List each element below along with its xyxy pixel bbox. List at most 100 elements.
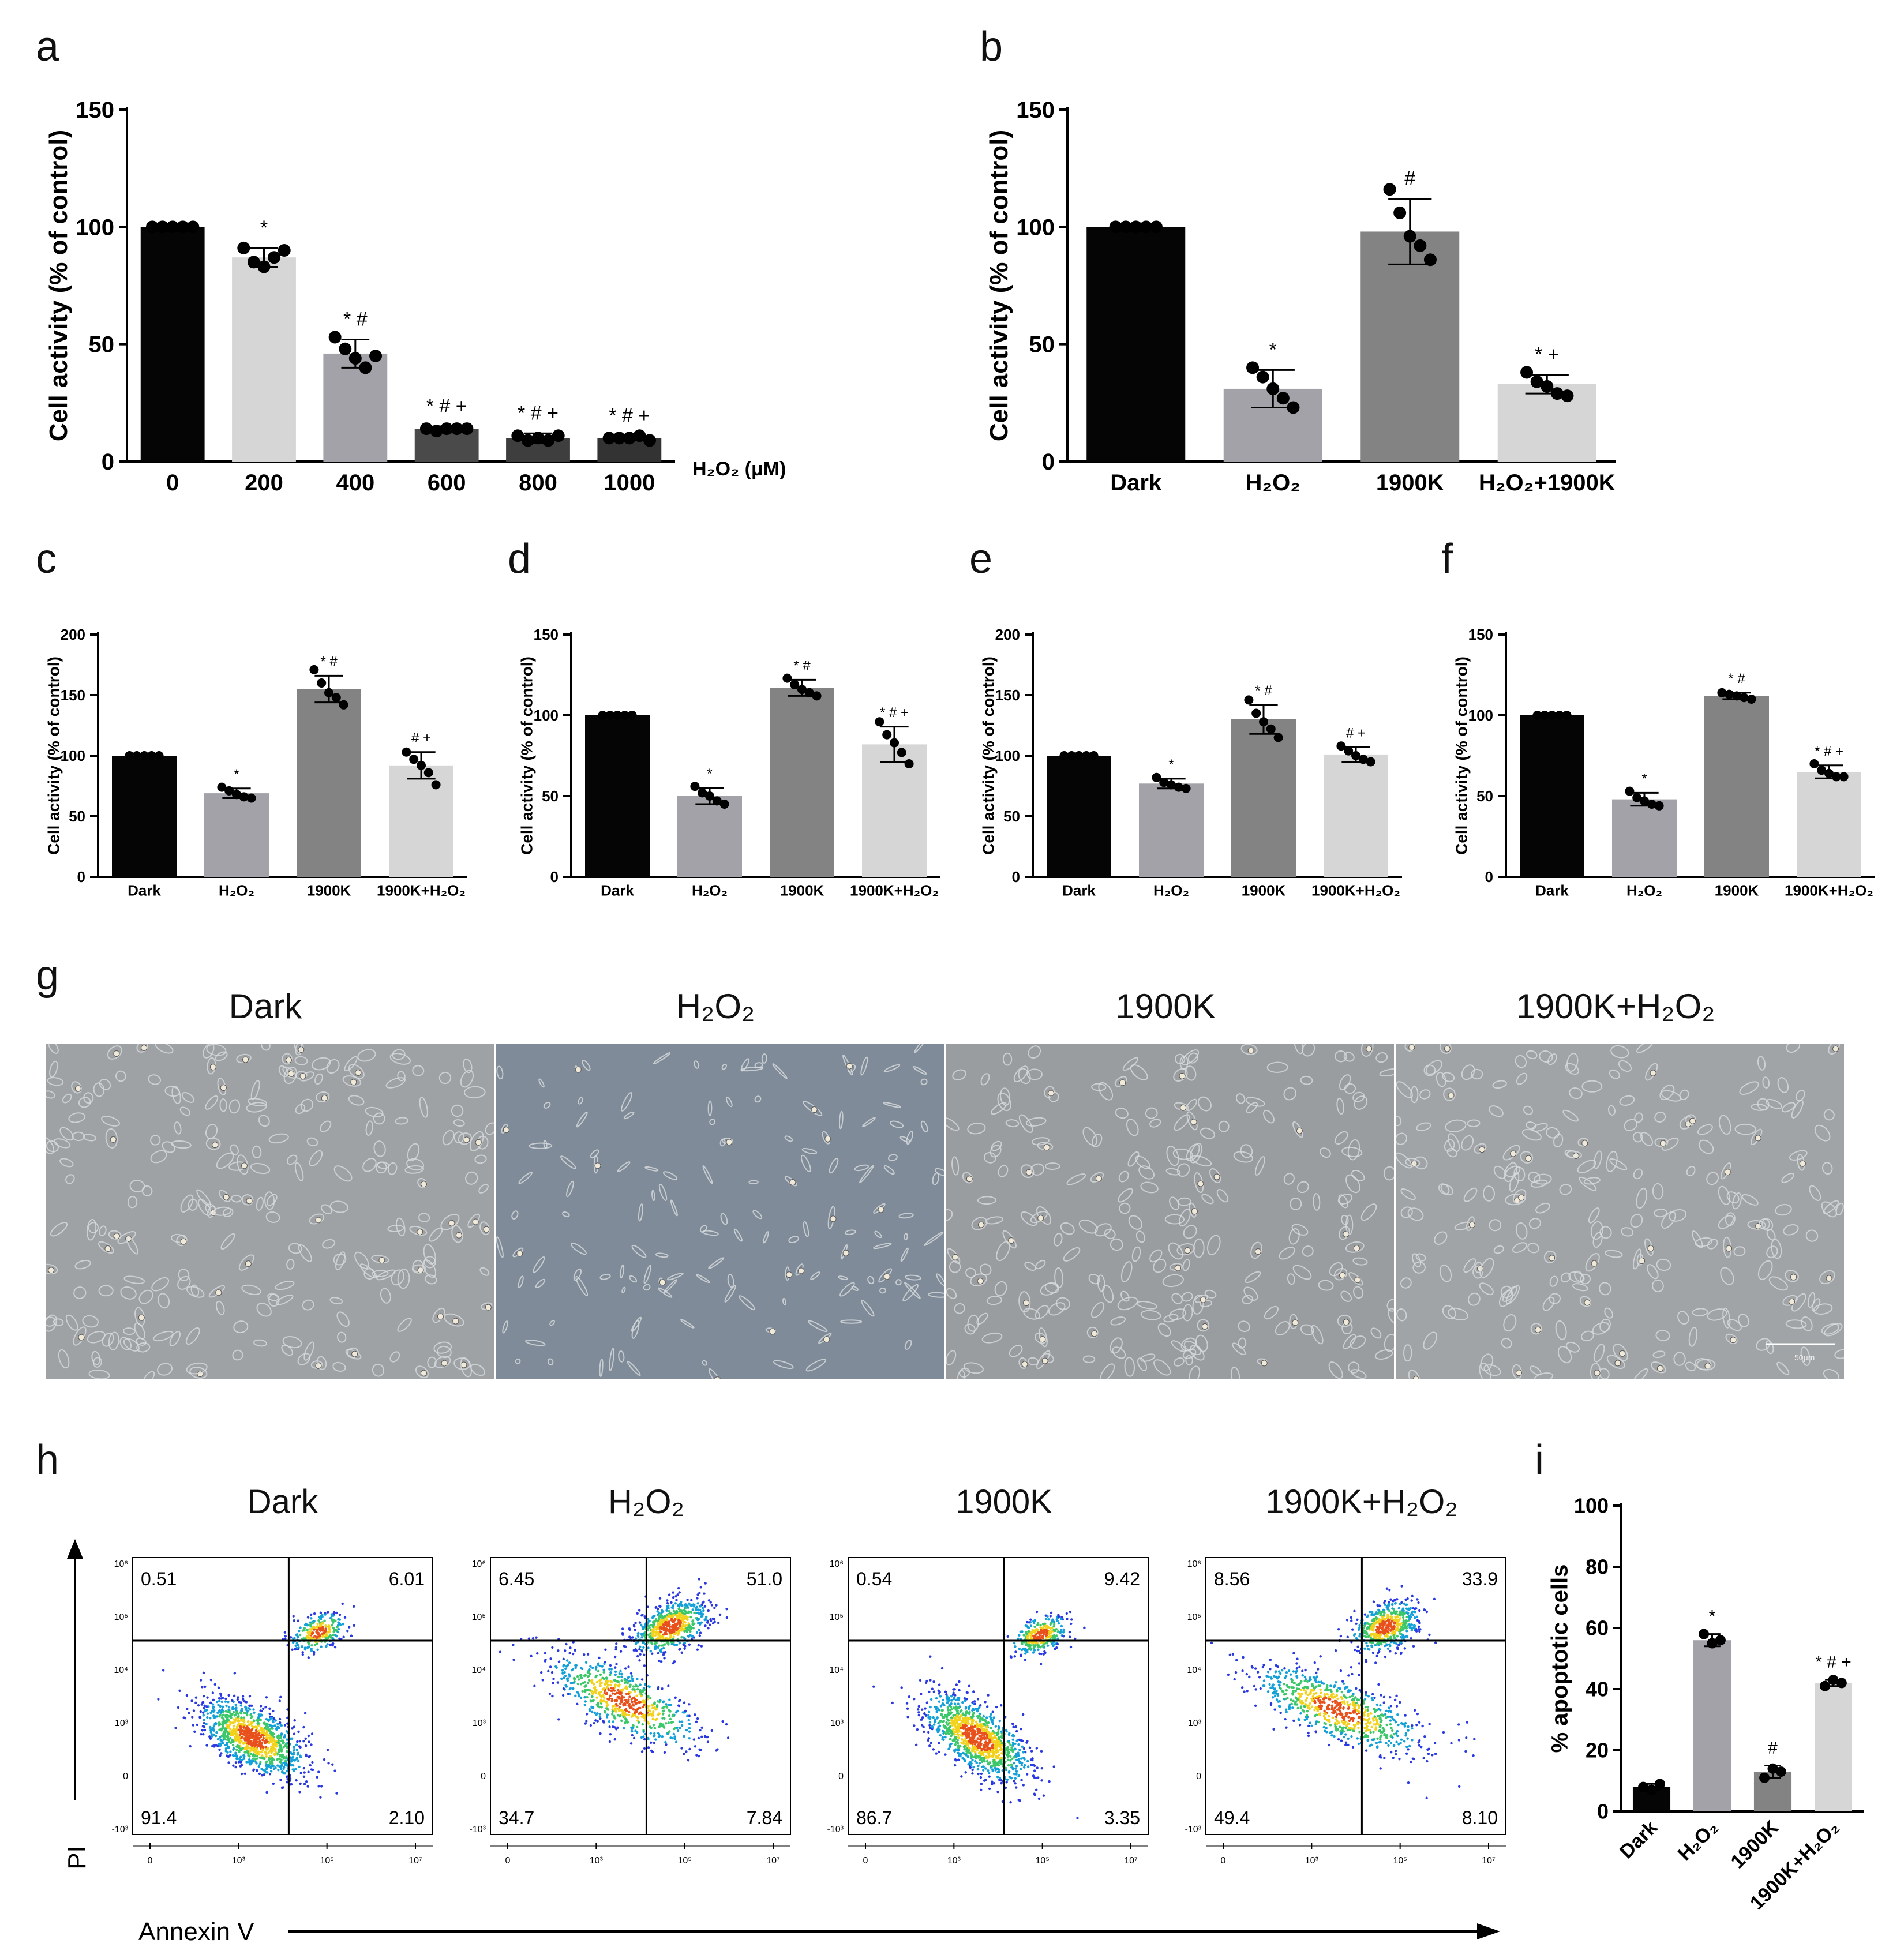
cell <box>1030 1163 1045 1176</box>
cell <box>453 1119 465 1127</box>
cell <box>65 1174 75 1184</box>
event-dot <box>226 1741 228 1744</box>
significance-mark: * # + <box>1815 1653 1851 1672</box>
event-dot <box>617 1689 620 1692</box>
cell <box>1410 1086 1419 1104</box>
event-dot <box>657 1732 660 1735</box>
event-dot <box>290 1764 293 1767</box>
event-dot <box>539 1671 543 1674</box>
event-dot <box>250 1715 254 1718</box>
event-dot <box>229 1750 232 1753</box>
cell <box>1583 1177 1601 1185</box>
event-dot <box>691 1623 695 1626</box>
cell <box>1695 1237 1713 1247</box>
data-point <box>1820 1680 1831 1691</box>
event-dot <box>223 1735 226 1738</box>
event-dot <box>602 1720 605 1723</box>
event-dot <box>654 1708 657 1711</box>
cell <box>599 1273 611 1280</box>
event-dot <box>671 1736 674 1740</box>
event-dot <box>565 1659 569 1662</box>
cell <box>1621 1227 1634 1237</box>
event-dot <box>667 1721 670 1724</box>
cell <box>994 1281 1007 1296</box>
round-cell <box>421 1181 428 1188</box>
event-dot <box>549 1657 552 1660</box>
event-dot <box>653 1734 656 1737</box>
event-dot <box>279 1721 282 1724</box>
cell <box>88 1222 99 1233</box>
cell <box>215 1300 225 1315</box>
round-cell <box>1730 1337 1737 1344</box>
event-dot <box>611 1710 614 1713</box>
event-dot <box>683 1647 686 1650</box>
event-dot <box>286 1775 288 1778</box>
cell <box>1679 1089 1689 1100</box>
event-dot <box>535 1636 538 1639</box>
event-dot <box>217 1704 220 1706</box>
cell <box>1434 1231 1448 1245</box>
event-dot <box>591 1666 594 1669</box>
data-point <box>1646 1784 1657 1795</box>
y-tick-label: 50 <box>69 808 85 825</box>
cell <box>1340 1290 1352 1302</box>
data-point <box>1775 1766 1786 1777</box>
event-dot <box>664 1651 667 1654</box>
event-dot <box>552 1678 555 1680</box>
cell <box>1396 1152 1412 1169</box>
cell <box>1654 1209 1667 1218</box>
cell <box>1823 1109 1835 1121</box>
event-dot <box>302 1739 305 1743</box>
event-dot <box>569 1687 572 1690</box>
event-dot <box>219 1736 222 1739</box>
event-dot <box>268 1741 271 1744</box>
data-point <box>1532 711 1542 720</box>
event-dot <box>235 1748 238 1751</box>
cell <box>425 1274 437 1285</box>
cell <box>150 1135 161 1146</box>
cell <box>1718 1185 1730 1205</box>
significance-mark: * + <box>1535 344 1560 366</box>
event-dot <box>628 1679 631 1683</box>
cell <box>1489 1219 1502 1232</box>
event-dot <box>625 1713 628 1716</box>
event-dot <box>280 1724 283 1727</box>
event-dot <box>623 1727 625 1730</box>
significance-mark: * <box>1269 339 1277 361</box>
cell <box>932 1172 940 1185</box>
event-dot <box>563 1676 565 1679</box>
panel-label-a: a <box>36 24 59 70</box>
event-dot <box>265 1764 268 1767</box>
event-dot <box>688 1714 691 1717</box>
round-cell <box>215 1289 222 1296</box>
event-dot <box>639 1689 642 1692</box>
cell <box>1535 1202 1550 1214</box>
event-dot <box>685 1626 688 1630</box>
cell <box>920 1120 928 1132</box>
cell <box>264 1191 275 1210</box>
event-dot <box>263 1757 266 1761</box>
event-dot <box>605 1716 609 1719</box>
cell <box>397 1318 412 1332</box>
cell <box>347 1347 359 1359</box>
event-dot <box>557 1718 560 1721</box>
cell <box>228 1099 241 1114</box>
round-cell <box>1254 1248 1261 1255</box>
event-dot <box>227 1725 231 1728</box>
cell <box>1438 1183 1450 1195</box>
event-dot <box>265 1722 268 1725</box>
cell <box>233 1320 249 1334</box>
event-dot <box>670 1601 673 1604</box>
cell <box>1179 1209 1191 1227</box>
event-dot <box>348 1626 351 1629</box>
cell <box>1181 1292 1193 1302</box>
data-point <box>1647 800 1656 809</box>
event-dot <box>234 1719 237 1722</box>
cell <box>1512 1242 1527 1254</box>
event-dot <box>282 1786 284 1789</box>
event-dot <box>626 1721 629 1724</box>
event-dot <box>598 1679 601 1682</box>
data-point <box>1067 751 1077 760</box>
event-dot <box>685 1750 688 1753</box>
cell <box>1751 1104 1767 1111</box>
